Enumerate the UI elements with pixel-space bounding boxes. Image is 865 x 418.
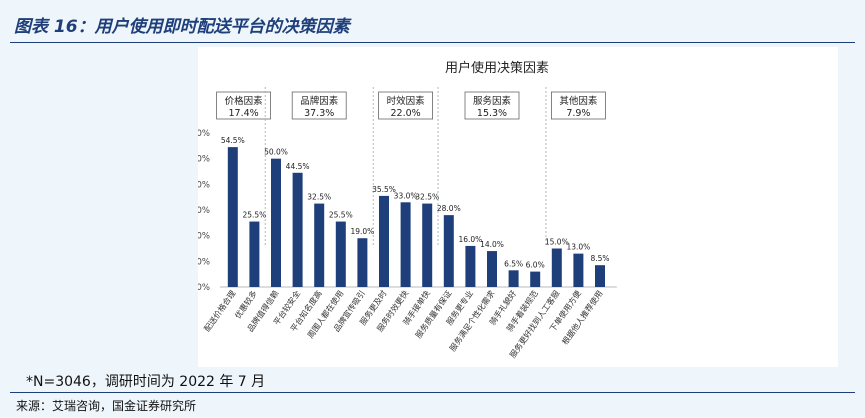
data-label: 15.0%: [545, 238, 569, 247]
group-name: 品牌因素: [300, 95, 339, 107]
bottom-rule: [10, 392, 855, 393]
group-box: [378, 91, 434, 120]
group-name: 服务因素: [473, 95, 512, 107]
sample-note: *N=3046，调研时间为 2022 年 7 月: [26, 374, 266, 390]
bar: [487, 251, 497, 287]
group-box: [216, 91, 272, 120]
y-tick-label: 0%: [198, 283, 210, 293]
data-label: 50.0%: [264, 148, 288, 157]
data-label: 54.5%: [221, 136, 245, 145]
y-tick-label: 40%: [198, 180, 210, 190]
group-name: 价格因素: [225, 95, 264, 107]
bar: [443, 215, 454, 287]
data-label: 6.0%: [526, 261, 545, 270]
bar: [400, 202, 411, 287]
bar: [292, 172, 303, 287]
bar: [227, 147, 238, 287]
bar: [249, 221, 260, 287]
group-name: 时效因素: [387, 95, 426, 107]
bar: [379, 195, 389, 287]
chart-title: 用户使用决策因素: [445, 60, 549, 76]
bar: [357, 238, 368, 287]
group-value: 37.3%: [304, 108, 334, 119]
y-tick-label: 20%: [198, 232, 210, 242]
y-tick-label: 10%: [198, 257, 210, 267]
bar: [271, 158, 281, 287]
bar: [573, 253, 584, 287]
group-box: [550, 91, 606, 120]
bar: [530, 271, 541, 287]
group-value: 15.3%: [477, 108, 507, 119]
group-value: 22.0%: [391, 108, 421, 119]
group-value: 17.4%: [229, 108, 259, 119]
bar: [422, 203, 433, 287]
data-label: 8.5%: [590, 254, 609, 263]
data-label: 14.0%: [480, 240, 504, 249]
bar: [508, 270, 519, 287]
y-tick-label: 30%: [198, 206, 210, 216]
data-label: 28.0%: [437, 204, 461, 213]
data-label: 32.5%: [307, 193, 331, 202]
data-label: 16.0%: [458, 235, 482, 244]
data-label: 25.5%: [329, 211, 353, 220]
data-label: 35.5%: [372, 185, 396, 194]
bar: [465, 245, 476, 287]
top-rule: [10, 42, 855, 43]
figure-title: 图表 16：用户使用即时配送平台的决策因素: [14, 17, 350, 37]
bar: [314, 203, 325, 287]
bar: [551, 248, 562, 287]
category-label: 配送价格合理: [202, 288, 238, 333]
bar: [595, 265, 605, 287]
group-box: [464, 91, 520, 120]
source-line: 来源：艾瑞咨询，国金证券研究所: [16, 399, 197, 413]
bar: [335, 221, 346, 287]
group-box: [291, 91, 347, 120]
data-label: 32.5%: [415, 193, 439, 202]
data-label: 44.5%: [286, 162, 310, 171]
y-tick-label: 50%: [198, 155, 210, 165]
data-label: 13.0%: [566, 243, 590, 252]
data-label: 6.5%: [504, 259, 523, 268]
group-value: 7.9%: [566, 108, 590, 119]
data-label: 25.5%: [242, 211, 266, 220]
data-label: 19.0%: [350, 227, 374, 236]
group-name: 其他因素: [559, 95, 598, 107]
y-tick-label: 60%: [198, 129, 210, 139]
data-label: 33.0%: [394, 191, 418, 200]
